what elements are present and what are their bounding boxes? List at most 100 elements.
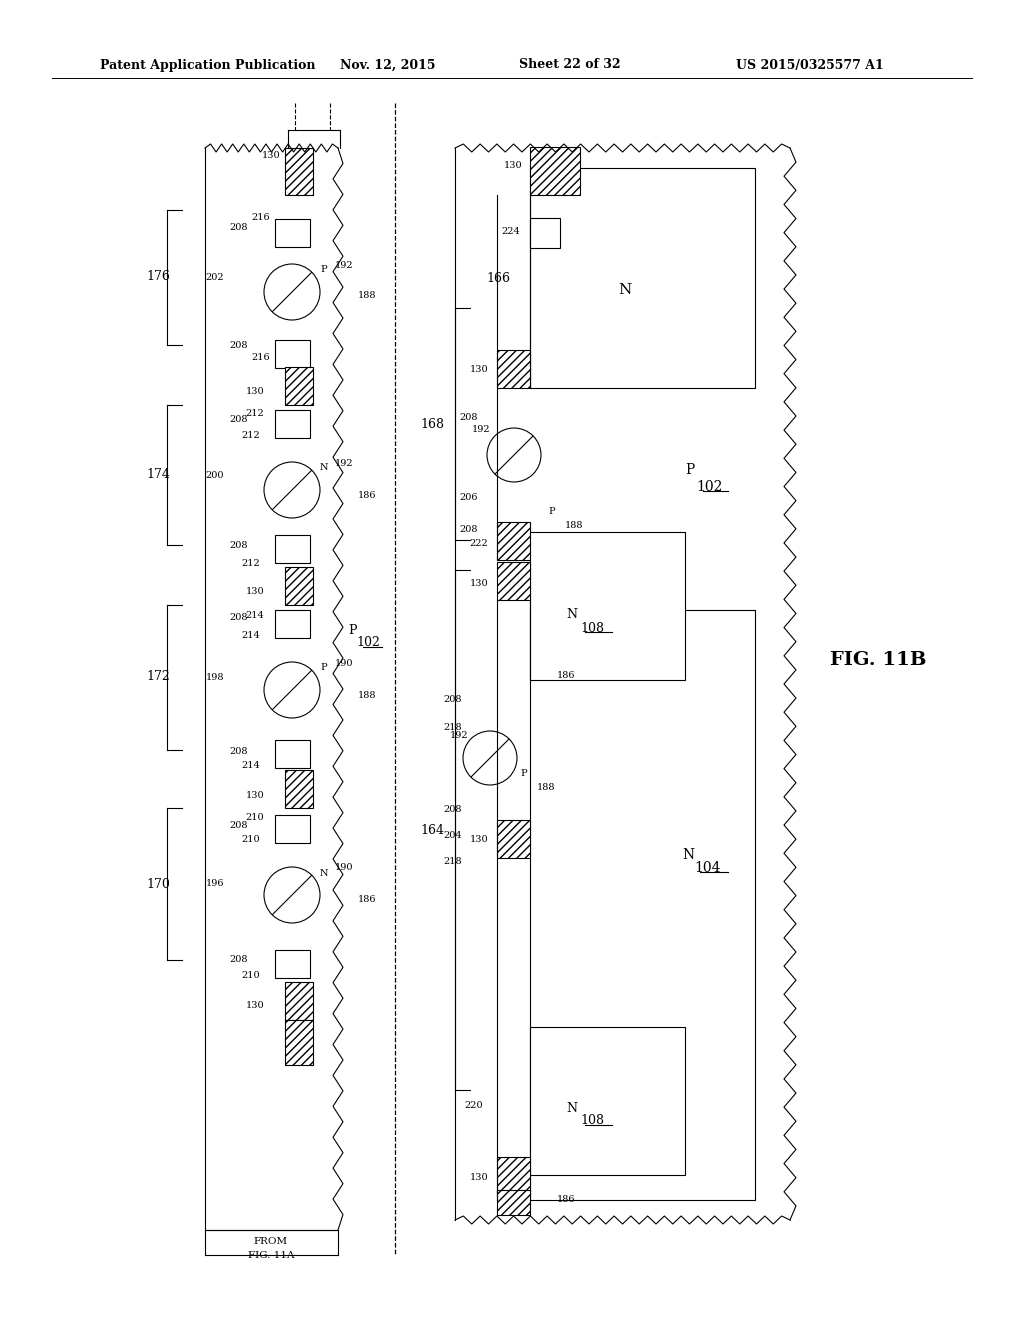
Text: 216: 216 xyxy=(251,352,270,362)
Text: 220: 220 xyxy=(464,1101,483,1110)
Bar xyxy=(530,532,685,680)
Bar xyxy=(497,1191,530,1214)
Text: N: N xyxy=(319,463,329,473)
Text: 130: 130 xyxy=(469,836,488,845)
Text: 190: 190 xyxy=(335,659,353,668)
Text: 192: 192 xyxy=(471,425,490,434)
Bar xyxy=(275,950,310,978)
Text: 208: 208 xyxy=(229,614,248,623)
Circle shape xyxy=(264,264,319,319)
Text: 200: 200 xyxy=(206,470,224,479)
Bar xyxy=(275,411,310,438)
Text: 168: 168 xyxy=(420,417,444,430)
Text: 208: 208 xyxy=(229,821,248,829)
Text: 186: 186 xyxy=(358,895,377,904)
Text: 208: 208 xyxy=(460,525,478,535)
Text: 190: 190 xyxy=(335,863,353,873)
Circle shape xyxy=(264,867,319,923)
Text: 212: 212 xyxy=(242,558,260,568)
Text: 102: 102 xyxy=(696,480,723,494)
Bar xyxy=(285,148,313,195)
Bar xyxy=(530,218,560,248)
Text: 166: 166 xyxy=(486,272,510,285)
Text: 188: 188 xyxy=(358,690,377,700)
Text: 130: 130 xyxy=(246,1001,264,1010)
Text: 210: 210 xyxy=(242,836,260,845)
Bar xyxy=(497,521,530,560)
Bar xyxy=(275,814,310,843)
Text: 176: 176 xyxy=(146,271,170,284)
Text: 214: 214 xyxy=(242,762,260,771)
Text: US 2015/0325577 A1: US 2015/0325577 A1 xyxy=(736,58,884,71)
Text: 188: 188 xyxy=(537,783,555,792)
Bar xyxy=(530,610,755,1200)
Text: 208: 208 xyxy=(229,956,248,965)
Text: 130: 130 xyxy=(469,1173,488,1183)
Bar xyxy=(275,341,310,368)
Text: 208: 208 xyxy=(443,805,462,814)
Circle shape xyxy=(264,462,319,517)
Text: 186: 186 xyxy=(557,671,575,680)
Text: 130: 130 xyxy=(469,366,488,375)
Text: 208: 208 xyxy=(229,416,248,425)
Text: 130: 130 xyxy=(246,791,264,800)
Text: P: P xyxy=(319,265,327,275)
Text: 186: 186 xyxy=(358,491,377,499)
Text: 130: 130 xyxy=(246,587,264,597)
Text: 214: 214 xyxy=(242,631,260,639)
Text: N: N xyxy=(682,847,694,862)
Text: 210: 210 xyxy=(242,970,260,979)
Bar xyxy=(275,610,310,638)
Bar xyxy=(285,770,313,808)
Text: 192: 192 xyxy=(335,260,353,269)
Text: 102: 102 xyxy=(356,636,380,649)
Text: 170: 170 xyxy=(146,878,170,891)
Text: FIG. 11B: FIG. 11B xyxy=(829,651,927,669)
Text: P: P xyxy=(548,507,555,516)
Text: 210: 210 xyxy=(246,813,264,821)
Text: 218: 218 xyxy=(443,723,462,733)
Text: 206: 206 xyxy=(460,494,478,503)
Text: 222: 222 xyxy=(469,539,488,548)
Bar xyxy=(285,367,313,405)
Text: 208: 208 xyxy=(229,540,248,549)
Text: 204: 204 xyxy=(443,830,462,840)
Text: 208: 208 xyxy=(460,413,478,422)
Text: 108: 108 xyxy=(580,622,604,635)
Text: 212: 212 xyxy=(246,408,264,417)
Text: 198: 198 xyxy=(206,672,224,681)
Text: 214: 214 xyxy=(246,610,264,619)
Text: FIG. 11A: FIG. 11A xyxy=(248,1250,294,1259)
Text: 224: 224 xyxy=(502,227,520,236)
Text: N: N xyxy=(566,609,578,622)
Circle shape xyxy=(463,731,517,785)
Text: 186: 186 xyxy=(557,1196,575,1204)
Bar xyxy=(530,1027,685,1175)
Bar xyxy=(497,562,530,601)
Bar xyxy=(285,568,313,605)
Text: 104: 104 xyxy=(694,861,721,875)
Text: 130: 130 xyxy=(504,161,522,169)
Text: 192: 192 xyxy=(450,730,468,739)
Text: 192: 192 xyxy=(335,458,353,467)
Bar xyxy=(285,1020,313,1065)
Text: 174: 174 xyxy=(146,469,170,482)
Text: 208: 208 xyxy=(229,747,248,756)
Text: 208: 208 xyxy=(229,341,248,350)
Text: 188: 188 xyxy=(358,290,377,300)
Circle shape xyxy=(264,663,319,718)
Text: 208: 208 xyxy=(443,696,462,705)
Text: P: P xyxy=(349,623,357,636)
Circle shape xyxy=(487,428,541,482)
Text: 202: 202 xyxy=(206,273,224,282)
Text: 212: 212 xyxy=(242,430,260,440)
Text: 188: 188 xyxy=(565,520,584,529)
Text: 196: 196 xyxy=(206,879,224,888)
Text: 164: 164 xyxy=(420,824,444,837)
Text: Patent Application Publication: Patent Application Publication xyxy=(100,58,315,71)
Text: 218: 218 xyxy=(443,858,462,866)
Text: FROM: FROM xyxy=(254,1238,288,1246)
Text: 130: 130 xyxy=(469,578,488,587)
Text: P: P xyxy=(685,463,694,477)
Text: 172: 172 xyxy=(146,671,170,684)
